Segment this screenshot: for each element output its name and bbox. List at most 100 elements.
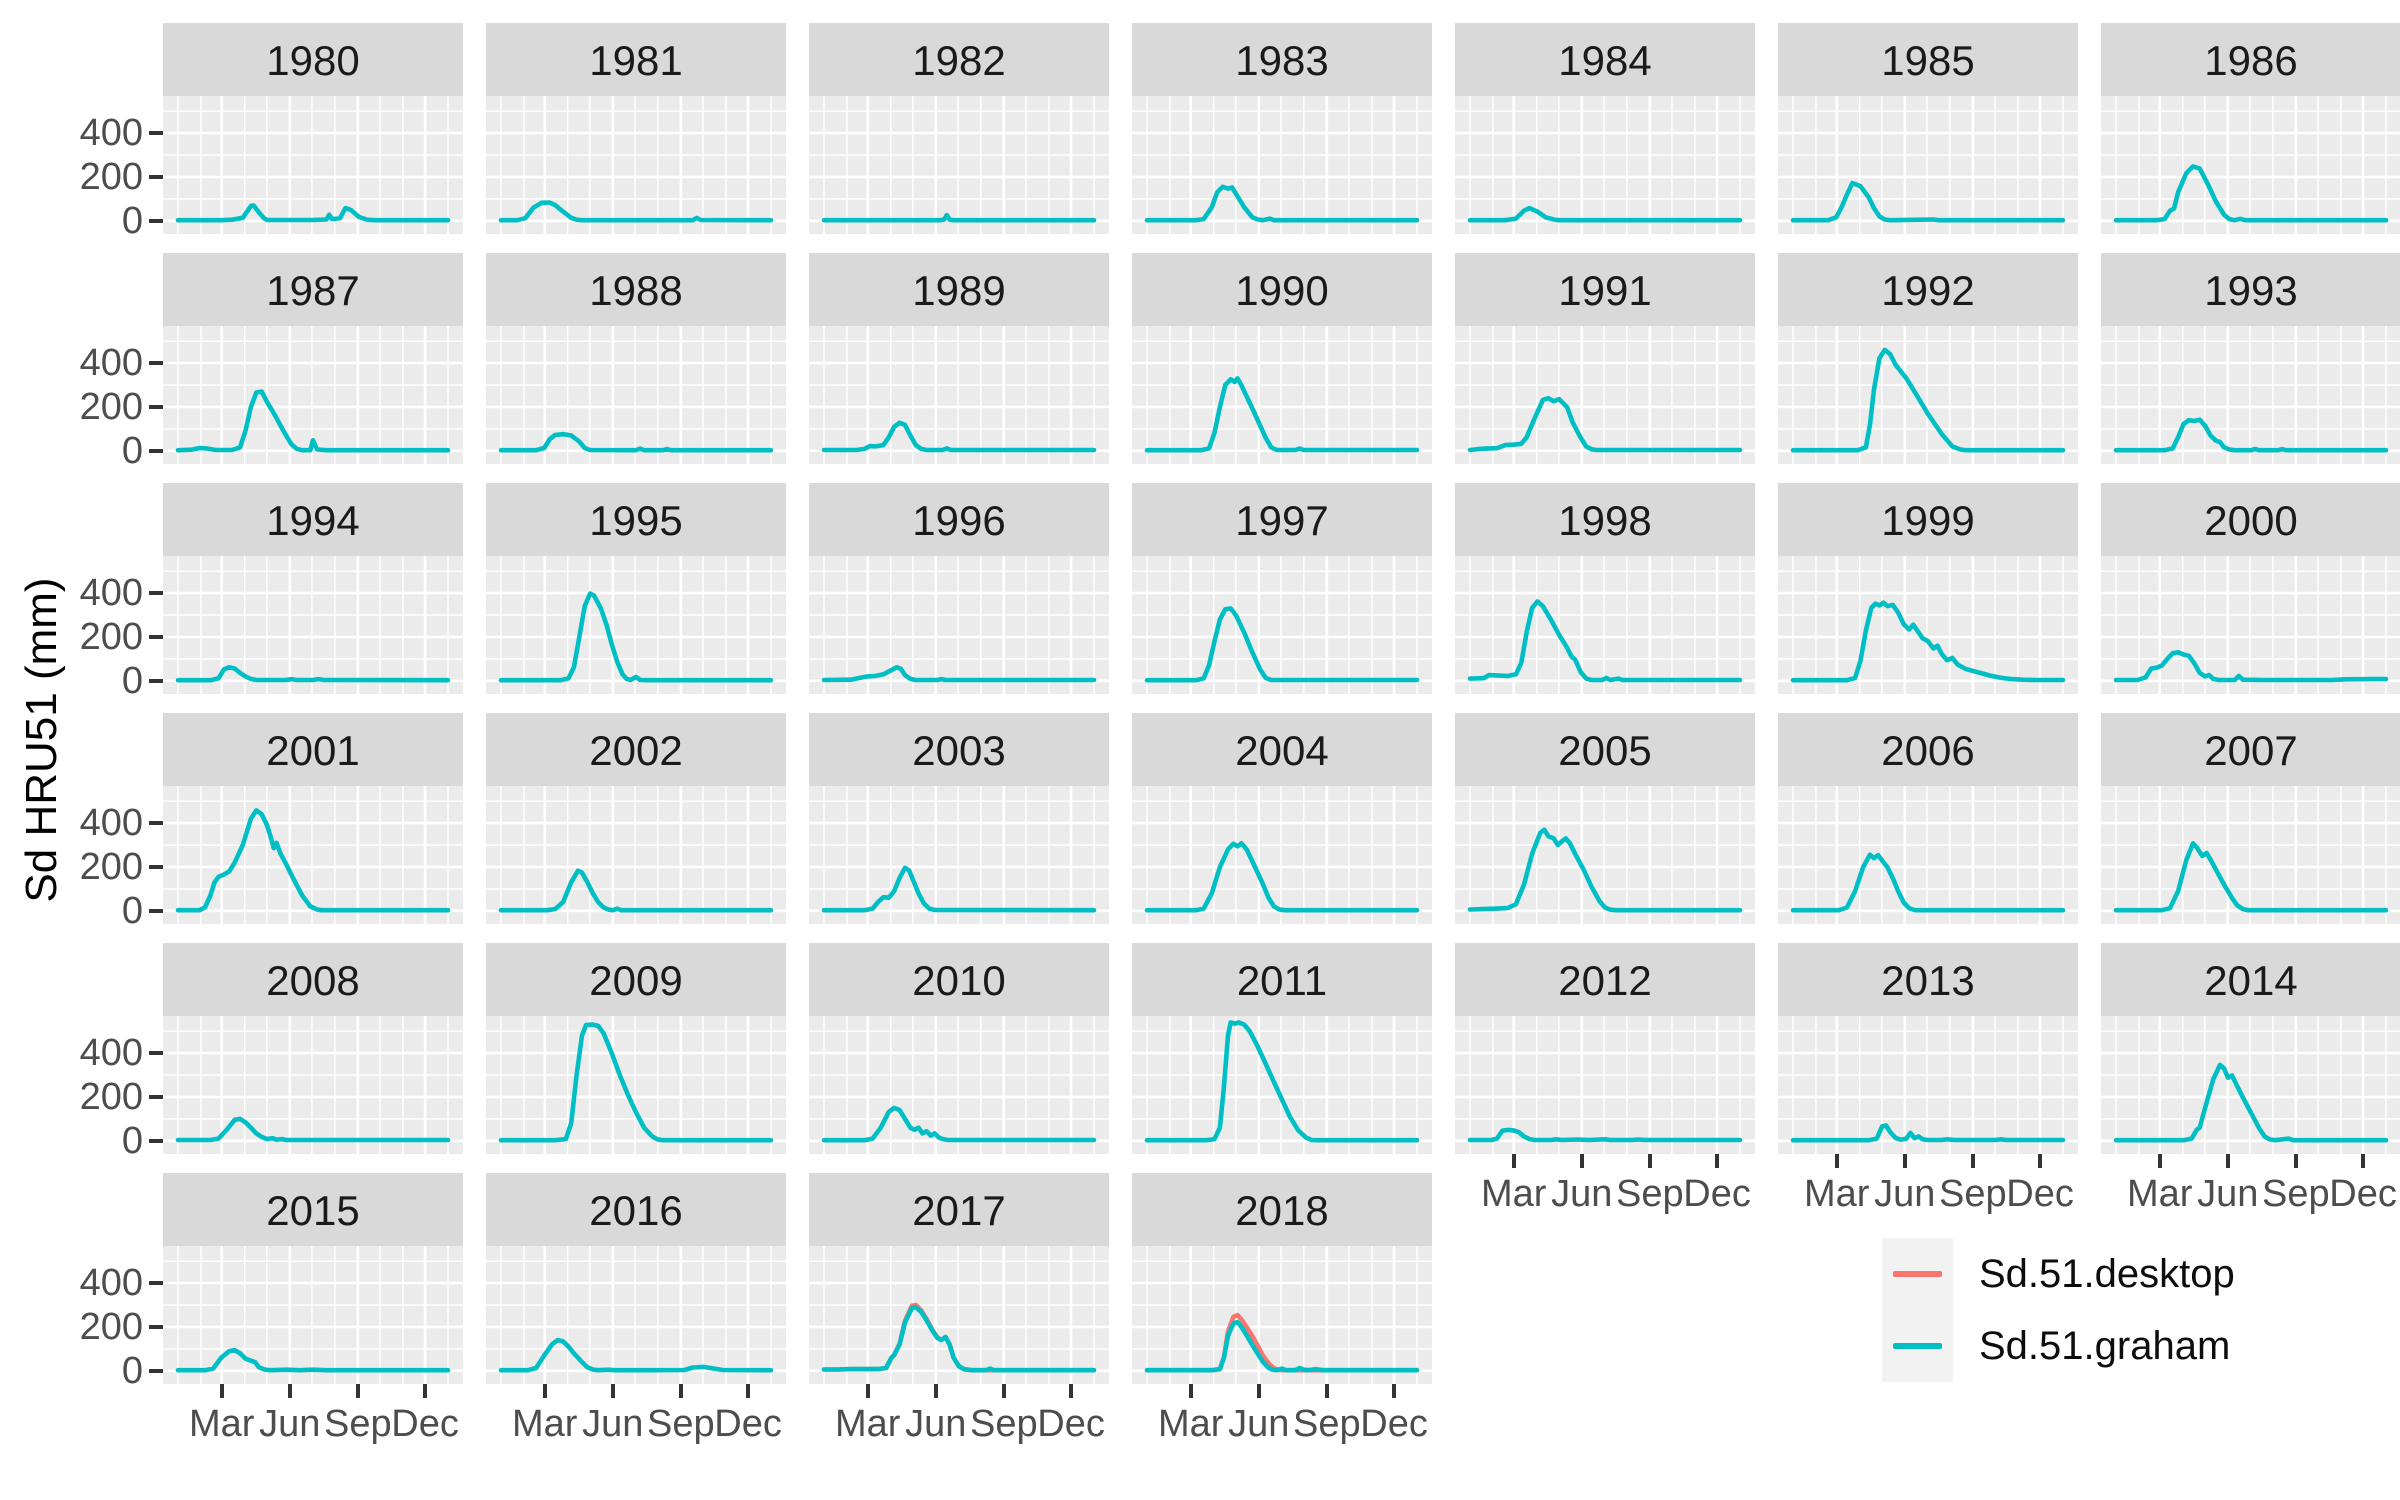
facet-panel — [809, 1246, 1109, 1384]
x-axis-label: Mar — [835, 1403, 901, 1445]
graham-line — [175, 1347, 451, 1373]
x-axis-tick — [2225, 1154, 2230, 1168]
facet-strip: 1992 — [1778, 253, 2078, 326]
y-axis-label: 0 — [121, 429, 143, 472]
x-axis-tick — [1392, 1384, 1397, 1398]
facet-strip: 1999 — [1778, 483, 2078, 556]
facet-panel — [1455, 786, 1755, 924]
y-axis-label: 0 — [121, 199, 143, 242]
facet-strip: 1989 — [809, 253, 1109, 326]
graham-line — [2113, 1062, 2389, 1143]
facet-panel — [1778, 556, 2078, 694]
x-axis-tick — [1902, 1154, 1907, 1168]
y-axis-label: 400 — [79, 112, 143, 155]
facet-panel — [163, 96, 463, 234]
x-axis-tick — [865, 1384, 870, 1398]
x-axis-label: Sep — [1293, 1403, 1361, 1445]
facet-1990: 1990 — [1132, 253, 1432, 464]
facet-strip: 2011 — [1132, 943, 1432, 1016]
x-axis-label: Jun — [2197, 1173, 2259, 1215]
facet-1983: 1983 — [1132, 23, 1432, 234]
graham-line — [821, 212, 1097, 223]
x-axis-label: Sep — [1616, 1173, 1684, 1215]
facet-strip: 2010 — [809, 943, 1109, 1016]
facet-strip: 1983 — [1132, 23, 1432, 96]
legend-label-graham: Sd.51.graham — [1979, 1323, 2231, 1368]
x-axis-label: Mar — [512, 1403, 578, 1445]
desktop-line-swatch-icon — [1893, 1271, 1942, 1277]
facet-2009: 2009 — [486, 943, 786, 1154]
facet-panel — [1455, 96, 1755, 234]
x-axis-label: Jun — [259, 1403, 321, 1445]
x-axis-label: Jun — [905, 1403, 967, 1445]
y-axis-label: 200 — [79, 385, 143, 428]
facet-1996: 1996 — [809, 483, 1109, 694]
x-axis-label: Dec — [1360, 1403, 1428, 1445]
facet-2002: 2002 — [486, 713, 786, 924]
x-axis-label: Mar — [189, 1403, 255, 1445]
graham-line — [1467, 395, 1743, 453]
facet-panel — [163, 786, 463, 924]
graham-line — [498, 1022, 774, 1143]
legend-key-desktop — [1882, 1238, 1953, 1310]
facet-strip: 1987 — [163, 253, 463, 326]
facet-strip: 1988 — [486, 253, 786, 326]
graham-line — [1144, 376, 1420, 453]
graham-line — [1144, 184, 1420, 223]
graham-line — [1144, 1020, 1420, 1143]
facet-panel — [809, 786, 1109, 924]
x-axis-label: Sep — [324, 1403, 392, 1445]
facet-2012: 2012 — [1455, 943, 1755, 1154]
x-axis-tick — [1069, 1384, 1074, 1398]
graham-line — [498, 431, 774, 453]
y-axis-tick — [149, 404, 163, 409]
facet-panel — [163, 326, 463, 464]
facet-strip: 2014 — [2101, 943, 2400, 1016]
x-axis-tick — [1256, 1384, 1261, 1398]
facet-panel — [1132, 1246, 1432, 1384]
x-axis-label: Mar — [1481, 1173, 1547, 1215]
x-axis-tick — [1970, 1154, 1975, 1168]
facet-2007: 2007 — [2101, 713, 2400, 924]
facet-panel — [1778, 96, 2078, 234]
y-axis-tick — [149, 634, 163, 639]
graham-line — [1144, 606, 1420, 683]
y-axis-label: 200 — [79, 615, 143, 658]
x-axis-label: Sep — [970, 1403, 1038, 1445]
facet-strip: 2016 — [486, 1173, 786, 1246]
x-axis-label: Dec — [1683, 1173, 1751, 1215]
x-axis-label: Jun — [1874, 1173, 1936, 1215]
facet-strip: 2004 — [1132, 713, 1432, 786]
y-axis-label: 0 — [121, 889, 143, 932]
x-axis-label: Sep — [647, 1403, 715, 1445]
y-axis-label: 0 — [121, 1349, 143, 1392]
facet-2013: 2013 — [1778, 943, 2078, 1154]
graham-line — [1144, 1319, 1420, 1373]
x-axis-label: Jun — [582, 1403, 644, 1445]
facet-strip: 2012 — [1455, 943, 1755, 1016]
y-axis-tick — [149, 678, 163, 683]
x-axis-tick — [423, 1384, 428, 1398]
graham-line — [175, 389, 451, 453]
graham-line — [2113, 417, 2389, 453]
x-axis-tick — [1579, 1154, 1584, 1168]
graham-line — [498, 1337, 774, 1373]
x-axis-label: Sep — [1939, 1173, 2007, 1215]
graham-line — [1144, 840, 1420, 913]
y-axis-label: 0 — [121, 659, 143, 702]
facet-strip: 1993 — [2101, 253, 2400, 326]
x-axis-tick — [1188, 1384, 1193, 1398]
legend: Sd.51.desktop Sd.51.graham — [1882, 1238, 2235, 1382]
x-axis-tick — [2361, 1154, 2366, 1168]
desktop-line — [1144, 1312, 1420, 1373]
x-axis-label: Mar — [1158, 1403, 1224, 1445]
graham-line — [2113, 840, 2389, 913]
graham-line — [175, 664, 451, 683]
graham-line — [498, 868, 774, 913]
graham-line — [821, 1105, 1097, 1143]
graham-line — [175, 808, 451, 913]
graham-line — [2113, 650, 2389, 683]
facet-1980: 1980 — [163, 23, 463, 234]
facet-2004: 2004 — [1132, 713, 1432, 924]
